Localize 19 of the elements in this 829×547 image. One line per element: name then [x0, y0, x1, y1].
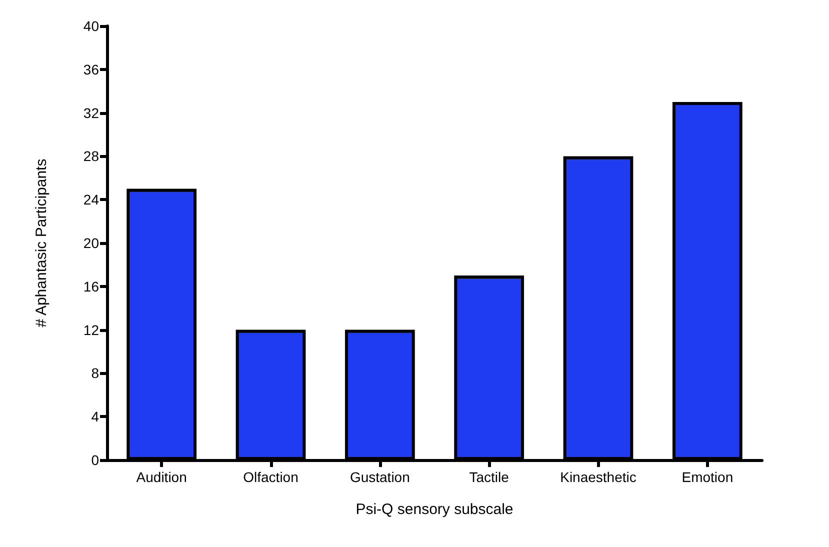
- y-tick-label: 36: [83, 61, 100, 78]
- x-axis-title: Psi-Q sensory subscale: [356, 501, 514, 518]
- y-tick-label: 4: [91, 408, 100, 425]
- y-tick-label: 16: [83, 278, 100, 294]
- x-tick-label: Kinaesthetic: [560, 469, 636, 485]
- y-tick-label: 8: [91, 365, 100, 382]
- y-tick-label: 28: [83, 148, 100, 164]
- x-tick-label: Olfaction: [243, 469, 298, 485]
- y-tick-label: 24: [83, 192, 100, 208]
- x-tick-label: Gustation: [350, 469, 410, 485]
- y-tick-label: 20: [83, 235, 100, 251]
- y-tick-label: 40: [83, 18, 100, 34]
- y-tick-label: 12: [83, 322, 100, 338]
- y-tick-label: 0: [91, 452, 100, 468]
- x-tick-label: Emotion: [682, 469, 734, 485]
- x-tick-label: Audition: [136, 469, 187, 485]
- y-tick-label: 32: [83, 104, 100, 121]
- x-tick-label: Tactile: [469, 469, 510, 485]
- y-axis-title: # Aphantasic Participants: [33, 158, 50, 328]
